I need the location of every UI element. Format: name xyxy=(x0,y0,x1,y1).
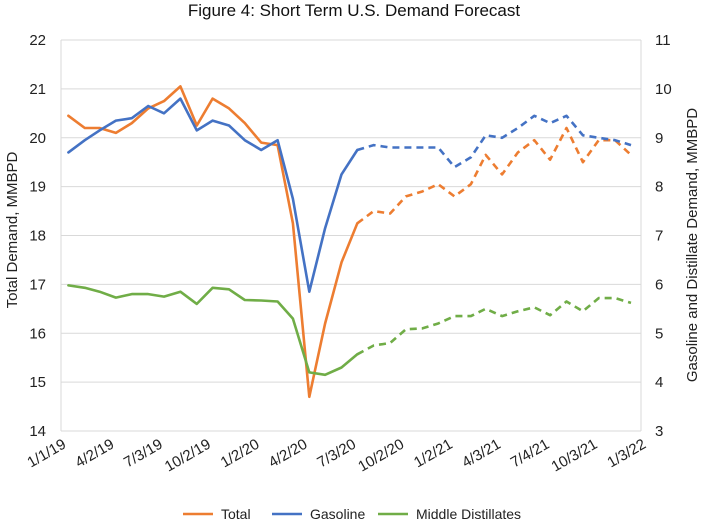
x-tick-label: 1/3/22 xyxy=(604,436,649,472)
legend-label-total: Total xyxy=(221,506,251,522)
left-axis-ticks: 14 15 16 17 18 19 20 21 22 xyxy=(29,32,46,440)
right-tick-label: 4 xyxy=(655,374,663,391)
x-tick-label: 4/2/20 xyxy=(266,436,311,472)
left-tick-label: 18 xyxy=(29,228,46,245)
right-axis-title: Gasoline and Distillate Demand, MMBPD xyxy=(684,108,701,382)
legend-label-middle-distillates: Middle Distillates xyxy=(416,506,521,522)
x-tick-label: 7/3/20 xyxy=(314,436,359,472)
left-tick-label: 21 xyxy=(29,81,46,98)
series-middle-distillates-forecast xyxy=(356,296,632,356)
series-gasoline-forecast xyxy=(356,114,632,169)
left-tick-label: 22 xyxy=(29,32,46,49)
right-tick-label: 10 xyxy=(655,81,672,98)
x-tick-label: 10/2/20 xyxy=(355,436,407,476)
right-tick-label: 7 xyxy=(655,228,663,245)
x-tick-label: 7/3/19 xyxy=(121,436,166,472)
legend-label-gasoline: Gasoline xyxy=(310,506,365,522)
left-tick-label: 19 xyxy=(29,179,46,196)
left-axis-title: Total Demand, MMBPD xyxy=(4,151,21,308)
x-tick-label: 10/3/21 xyxy=(549,436,601,476)
right-tick-label: 6 xyxy=(655,276,663,293)
series-middle-distillates-actual xyxy=(67,284,359,377)
left-tick-label: 15 xyxy=(29,374,46,391)
series-lines xyxy=(67,85,632,399)
right-axis-ticks: 3 4 5 6 7 8 9 10 11 xyxy=(655,32,672,440)
left-tick-label: 14 xyxy=(29,423,46,440)
x-tick-label: 1/2/20 xyxy=(218,436,263,472)
x-tick-label: 10/2/19 xyxy=(162,436,214,476)
chart-title: Figure 4: Short Term U.S. Demand Forecas… xyxy=(188,1,521,20)
x-tick-label: 7/4/21 xyxy=(508,436,553,472)
right-tick-label: 3 xyxy=(655,423,663,440)
x-tick-label: 1/2/21 xyxy=(411,436,456,472)
right-tick-label: 8 xyxy=(655,179,663,196)
left-tick-label: 20 xyxy=(29,130,46,147)
left-tick-label: 16 xyxy=(29,325,46,342)
legend: Total Gasoline Middle Distillates xyxy=(183,506,521,522)
series-total-actual xyxy=(67,85,359,399)
right-tick-label: 5 xyxy=(655,325,663,342)
right-tick-label: 9 xyxy=(655,130,663,147)
right-tick-label: 11 xyxy=(655,32,671,49)
series-total-forecast xyxy=(356,126,632,225)
x-tick-label: 4/3/21 xyxy=(459,436,504,472)
x-tick-label: 1/1/19 xyxy=(24,436,69,472)
series-gasoline-actual xyxy=(67,97,359,294)
left-tick-label: 17 xyxy=(29,276,46,293)
x-tick-label: 4/2/19 xyxy=(72,436,117,472)
